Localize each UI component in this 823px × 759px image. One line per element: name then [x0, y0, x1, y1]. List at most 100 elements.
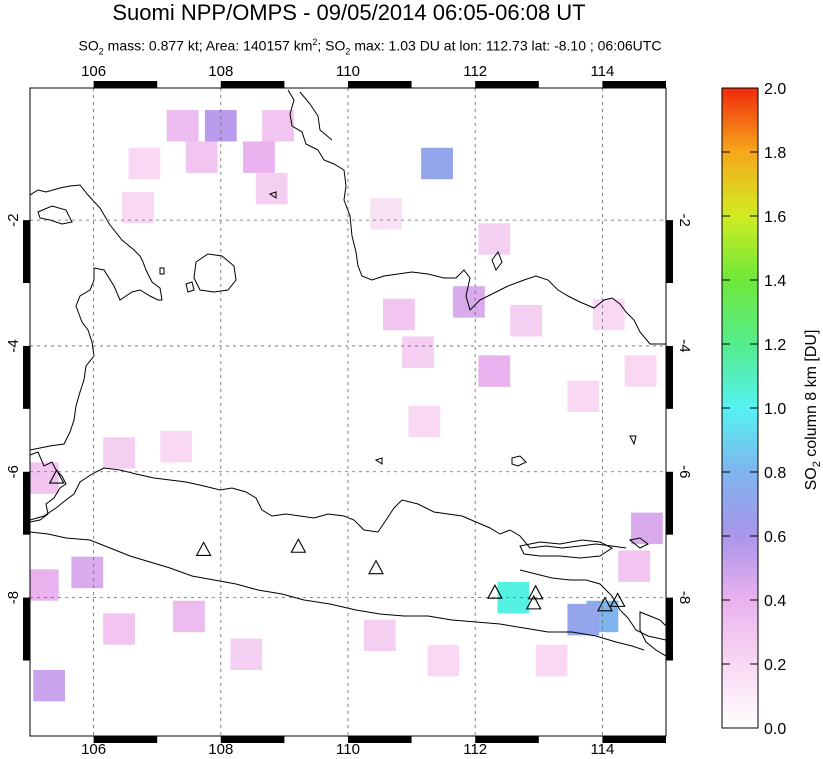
small-island-3: [491, 250, 503, 272]
so2-pixel: [103, 437, 135, 469]
frame-tick-bar: [666, 220, 673, 284]
so2-pixel: [30, 462, 59, 494]
lon-tick-label-top: 108: [208, 63, 233, 80]
kangean-islands: [628, 537, 649, 549]
lon-tick-label-top: 106: [81, 63, 106, 80]
lon-tick-label-bottom: 110: [336, 741, 360, 758]
lat-tick-label-right: -2: [676, 213, 693, 226]
frame-tick-bar: [666, 471, 673, 535]
lat-tick-label-left: -8: [5, 591, 22, 604]
so2-pixel: [618, 550, 651, 582]
so2-pixel: [408, 405, 441, 438]
so2-pixel: [255, 172, 288, 205]
so2-pixel: [166, 110, 199, 142]
frame-tick-bar: [602, 81, 666, 88]
coastlines: [30, 89, 666, 657]
so2-pixel: [160, 430, 193, 463]
lon-tick-label-bottom: 114: [590, 741, 614, 758]
colorbar-label: SO2 column 8 km [DU]: [803, 330, 823, 491]
small-island-5: [629, 435, 637, 446]
volcano-triangle-icon: [597, 596, 613, 612]
volcano-triangle-icon: [368, 559, 384, 575]
volcano-triangle-icon: [525, 594, 542, 610]
so2-pixel: [363, 619, 396, 652]
lat-tick-label-left: -2: [5, 213, 22, 226]
frame-tick-bar: [602, 736, 666, 743]
so2-pixel: [103, 613, 135, 645]
belitung-island: [193, 253, 237, 293]
colorbar-tick-label: 0.6: [764, 529, 786, 546]
java-north-coast: [30, 467, 627, 549]
volcano-triangle-icon: [609, 592, 626, 607]
frame-tick-bar: [348, 81, 412, 88]
frame-tick-bar: [93, 81, 158, 88]
lat-tick-label-left: -4: [5, 339, 22, 352]
colorbar-tick-label: 1.2: [764, 337, 786, 354]
lat-tick-label-right: -8: [676, 591, 693, 604]
colorbar-tick-label: 0.4: [764, 593, 786, 610]
so2-pixel: [510, 305, 542, 337]
colorbar-tick-label: 1.0: [764, 401, 786, 418]
colorbar-ticks: 2.0 1.8 1.6 1.4 1.2 1.0 0.8 0.6 0.4 0.2 0.0: [722, 81, 786, 738]
volcano-triangle-icon: [195, 541, 212, 556]
colorbar-tick-label: 0.0: [764, 721, 786, 738]
colorbar-tick-label: 0.2: [764, 657, 786, 674]
so2-pixel: [402, 336, 434, 368]
volcano-triangle-icon: [527, 584, 544, 600]
karimunjawa: [374, 457, 383, 465]
frame-tick-bar: [23, 220, 30, 284]
so2-pixel: [243, 141, 275, 173]
so2-pixel: [478, 223, 511, 255]
lat-tick-label-left: -6: [5, 465, 22, 478]
so2-pixel: [71, 556, 104, 589]
so2-pixel: [128, 147, 161, 180]
lon-tick-label-top: 112: [463, 63, 487, 80]
so2-pixel: [30, 569, 59, 601]
so2-pixel: [535, 644, 568, 677]
sumatra-coast: [30, 184, 163, 451]
bangka-island: [37, 205, 73, 225]
colorbar-tick-label: 0.8: [764, 465, 786, 482]
lon-tick-label-bottom: 108: [208, 741, 233, 758]
so2-pixel: [185, 141, 218, 173]
axis-tick-labels: 106 106 108 108 110 110 112 112 114 114 -2 -2 -4 -4 -6…: [5, 63, 693, 758]
so2-pixel-layer: [30, 110, 663, 702]
borneo-coast-north: [299, 91, 333, 141]
lon-tick-label-top: 114: [590, 63, 614, 80]
small-island-2: [159, 267, 165, 275]
so2-pixel: [262, 110, 294, 142]
borneo-coast: [287, 89, 666, 345]
volcano-triangle-icon: [48, 468, 65, 484]
madura-island: [519, 539, 613, 559]
lon-tick-label-top: 110: [336, 63, 360, 80]
colorbar-tick-label: 1.4: [764, 273, 786, 290]
so2-pixel: [370, 198, 403, 230]
so2-pixel: [427, 644, 460, 677]
frame-tick-bar: [475, 81, 539, 88]
east-java-coast: [519, 569, 666, 641]
bawean: [511, 455, 527, 467]
map-frame-ticks: [23, 81, 673, 743]
frame-tick-bar: [666, 597, 673, 661]
so2-pixel: [173, 600, 205, 633]
frame-tick-bar: [220, 81, 285, 88]
so2-pixel: [567, 380, 600, 412]
colorbar-tick-label: 2.0: [764, 81, 786, 98]
colorbar-tick-label: 1.8: [764, 145, 786, 162]
small-island-4: [268, 191, 277, 199]
so2-pixel: [452, 286, 485, 318]
map-title: Suomi NPP/OMPS - 09/05/2014 06:05-06:08 …: [112, 0, 586, 25]
so2-pixel: [421, 147, 453, 180]
frame-tick-bar: [23, 471, 30, 535]
so2-pixel: [478, 355, 511, 387]
frame-tick-bar: [23, 597, 30, 661]
so2-pixel: [122, 191, 155, 224]
so2-pixel: [631, 512, 663, 545]
frame-tick-bar: [348, 736, 412, 743]
frame-tick-bar: [666, 345, 673, 409]
frame-tick-bar: [23, 345, 30, 409]
map-subtitle: SO2 mass: 0.877 kt; Area: 140157 km2; SO…: [78, 37, 662, 57]
so2-pixel: [33, 669, 65, 702]
lon-tick-label-bottom: 112: [463, 741, 487, 758]
frame-tick-bar: [475, 736, 539, 743]
